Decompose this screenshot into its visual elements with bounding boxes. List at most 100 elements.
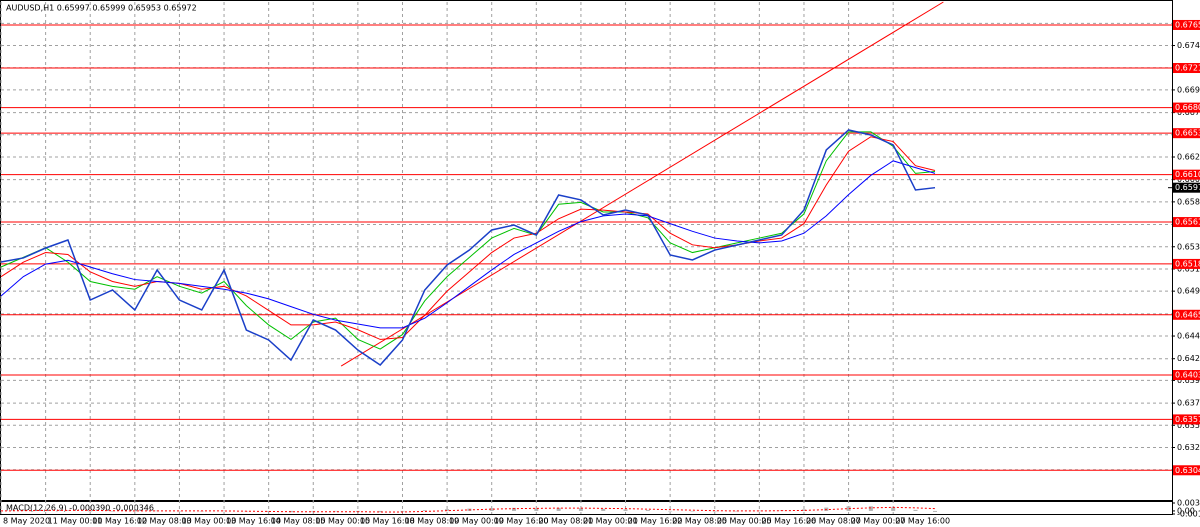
macd-bar <box>801 509 806 511</box>
macd-bar <box>400 510 405 512</box>
level-label: 0.63571 <box>1175 415 1200 424</box>
macd-bar <box>645 509 650 511</box>
macd-bar <box>177 510 182 512</box>
x-tick-label: 19 May 16:00 <box>494 517 549 526</box>
x-tick-label: 25 May 16:00 <box>761 517 816 526</box>
y-tick-label: 0.66750 <box>1177 108 1200 117</box>
x-tick-label: 13 May 00:00 <box>181 517 236 526</box>
level-label: 0.66802 <box>1175 103 1200 112</box>
y-tick-label: 0.64435 <box>1177 332 1200 341</box>
macd-bar <box>913 509 918 511</box>
macd-bar <box>757 510 762 512</box>
moving-average <box>0 136 936 340</box>
x-tick-label: 8 May 2020 <box>3 517 50 526</box>
grid-layer <box>0 2 1172 514</box>
y-tick-label: 0.63510 <box>1177 421 1200 430</box>
macd-bar <box>712 510 717 512</box>
y-tick-label: 0.63975 <box>1177 376 1200 385</box>
x-tick-label: 19 May 00:00 <box>449 517 504 526</box>
level-label: 0.65616 <box>1175 218 1200 227</box>
level-label-bg <box>1173 128 1200 139</box>
macd-bar <box>512 507 517 511</box>
level-label: 0.64031 <box>1175 371 1200 380</box>
x-tick-label: 15 May 16:00 <box>360 517 415 526</box>
trendline <box>340 1 944 367</box>
y-tick-label: -0.001195 <box>1177 510 1200 519</box>
level-label-bg <box>1173 309 1200 320</box>
y-tick-label: 0.65130 <box>1177 264 1200 273</box>
macd-bar <box>489 508 494 511</box>
macd-bar <box>88 510 93 512</box>
moving-average <box>0 131 936 350</box>
level-label: 0.64655 <box>1175 310 1200 319</box>
macd-bar <box>668 510 673 512</box>
level-label-bg <box>1173 465 1200 476</box>
signal-line <box>0 506 936 513</box>
level-label-bg <box>1173 370 1200 381</box>
macd-bar <box>846 506 851 511</box>
x-tick-label: 22 May 08:00 <box>672 517 727 526</box>
level-label: 0.66537 <box>1175 129 1200 138</box>
y-tick-label: 0.66055 <box>1177 175 1200 184</box>
moving-average <box>0 160 936 329</box>
y-tick-label: 0.65825 <box>1177 197 1200 206</box>
level-label: 0.63044 <box>1175 466 1200 475</box>
macd-bar <box>422 510 427 511</box>
level-label-bg <box>1173 258 1200 269</box>
macd-bar <box>601 508 606 511</box>
chart-title: AUDUSD,H1 0.65997 0.65999 0.65953 0.6597… <box>6 4 197 13</box>
y-tick-label: 0.66985 <box>1177 85 1200 94</box>
x-tick-label: 13 May 16:00 <box>226 517 281 526</box>
x-tick-label: 21 May 16:00 <box>628 517 683 526</box>
x-tick-label: 27 May 16:00 <box>895 517 950 526</box>
macd-bar <box>534 508 539 511</box>
level-label: 0.67658 <box>1175 20 1200 29</box>
macd-bar <box>65 510 70 511</box>
y-tick-label: 0.67445 <box>1177 41 1200 50</box>
macd-bar <box>445 509 450 511</box>
macd-bar <box>868 506 873 511</box>
x-tick-label: 21 May 00:00 <box>583 517 638 526</box>
macd-bar <box>578 508 583 511</box>
y-tick-label: 0.64200 <box>1177 354 1200 363</box>
macd-bar <box>378 510 383 513</box>
y-tick-label: 0.66290 <box>1177 152 1200 161</box>
bid-label-bg <box>1173 182 1200 193</box>
y-tick-label: 0.003092 <box>1177 499 1200 508</box>
macd-bar <box>266 510 271 512</box>
macd-bar <box>333 510 338 512</box>
macd-bar <box>21 510 26 511</box>
y-tick-label: 0.63740 <box>1177 399 1200 408</box>
x-tick-label: 20 May 08:00 <box>538 517 593 526</box>
macd-title: MACD(12,26,9) -0.000390 -0.000346 <box>6 504 154 513</box>
x-tick-label: 11 May 16:00 <box>92 517 147 526</box>
y-tick-label: 0.64900 <box>1177 287 1200 296</box>
level-label-bg <box>1173 414 1200 425</box>
level-label-bg <box>1173 63 1200 74</box>
x-tick-label: 15 May 00:00 <box>315 517 370 526</box>
x-tick-label: 18 May 08:00 <box>404 517 459 526</box>
x-tick-label: 27 May 00:00 <box>851 517 906 526</box>
level-label-bg <box>1173 169 1200 180</box>
macd-bar <box>690 510 695 512</box>
x-tick-label: 12 May 08:00 <box>137 517 192 526</box>
level-label-bg <box>1173 102 1200 113</box>
x-tick-label: 25 May 00:00 <box>717 517 772 526</box>
level-label-bg <box>1173 19 1200 30</box>
macd-bar <box>110 510 115 512</box>
bid-label: 0.65972 <box>1175 183 1200 192</box>
level-label-bg <box>1173 217 1200 228</box>
price-line <box>0 129 936 366</box>
level-label: 0.65182 <box>1175 259 1200 268</box>
y-tick-label: 0.63280 <box>1177 443 1200 452</box>
y-tick-label: 0.65360 <box>1177 242 1200 251</box>
macd-bar <box>891 507 896 511</box>
macd-bar <box>933 510 938 512</box>
macd-bar <box>222 510 227 512</box>
macd-bar <box>556 507 561 511</box>
level-label: 0.67212 <box>1175 64 1200 73</box>
x-tick-label: 26 May 08:00 <box>806 517 861 526</box>
y-tick-label: 0.00 <box>1177 506 1195 515</box>
x-tick-label: 14 May 08:00 <box>271 517 326 526</box>
